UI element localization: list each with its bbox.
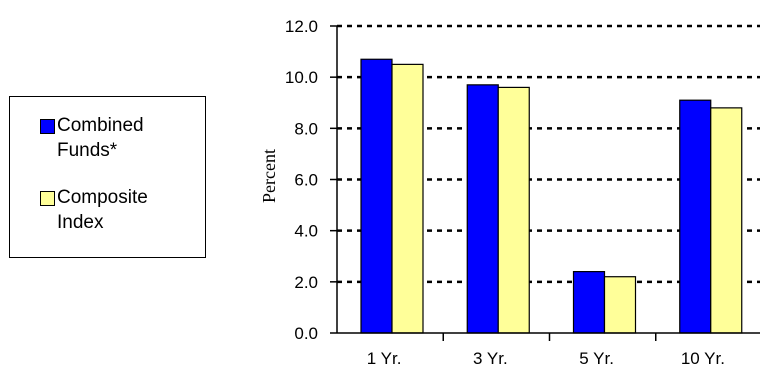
bar-composite-index-1 — [497, 86, 530, 334]
y-tick-label-5: 10.0 — [285, 68, 318, 87]
bar-combined-funds-2 — [572, 271, 606, 334]
legend-label-composite-index-line2: Index — [57, 212, 104, 233]
legend-swatch-combined-funds — [40, 119, 55, 134]
legend-swatch-composite-index — [40, 191, 55, 206]
legend-label-composite-index-line1: Composite — [57, 187, 148, 208]
x-tick-label-1: 3 Yr. — [473, 349, 508, 368]
y-axis-label: Percent — [259, 149, 279, 203]
bar-composite-index-0 — [391, 63, 424, 334]
y-tick-label-3: 6.0 — [294, 171, 318, 190]
bar-composite-index-2 — [603, 276, 637, 334]
legend-label-combined-funds-line2: Funds* — [57, 140, 118, 161]
y-tick-label-6: 12.0 — [285, 17, 318, 36]
legend: Combined Funds* Composite Index — [9, 96, 206, 258]
bar-combined-funds-0 — [360, 58, 393, 334]
y-tick-label-1: 2.0 — [294, 273, 318, 292]
x-tick-label-2: 5 Yr. — [579, 349, 614, 368]
y-tick-label-4: 8.0 — [294, 119, 318, 138]
x-tick-label-3: 10 Yr. — [681, 349, 725, 368]
bar-combined-funds-1 — [466, 84, 499, 334]
bar-composite-index-3 — [710, 107, 743, 334]
x-tick-label-0: 1 Yr. — [367, 349, 402, 368]
bar-combined-funds-3 — [679, 99, 712, 334]
legend-label-combined-funds-line1: Combined — [57, 115, 144, 136]
y-tick-label-0: 0.0 — [294, 324, 318, 343]
y-tick-label-2: 4.0 — [294, 222, 318, 241]
